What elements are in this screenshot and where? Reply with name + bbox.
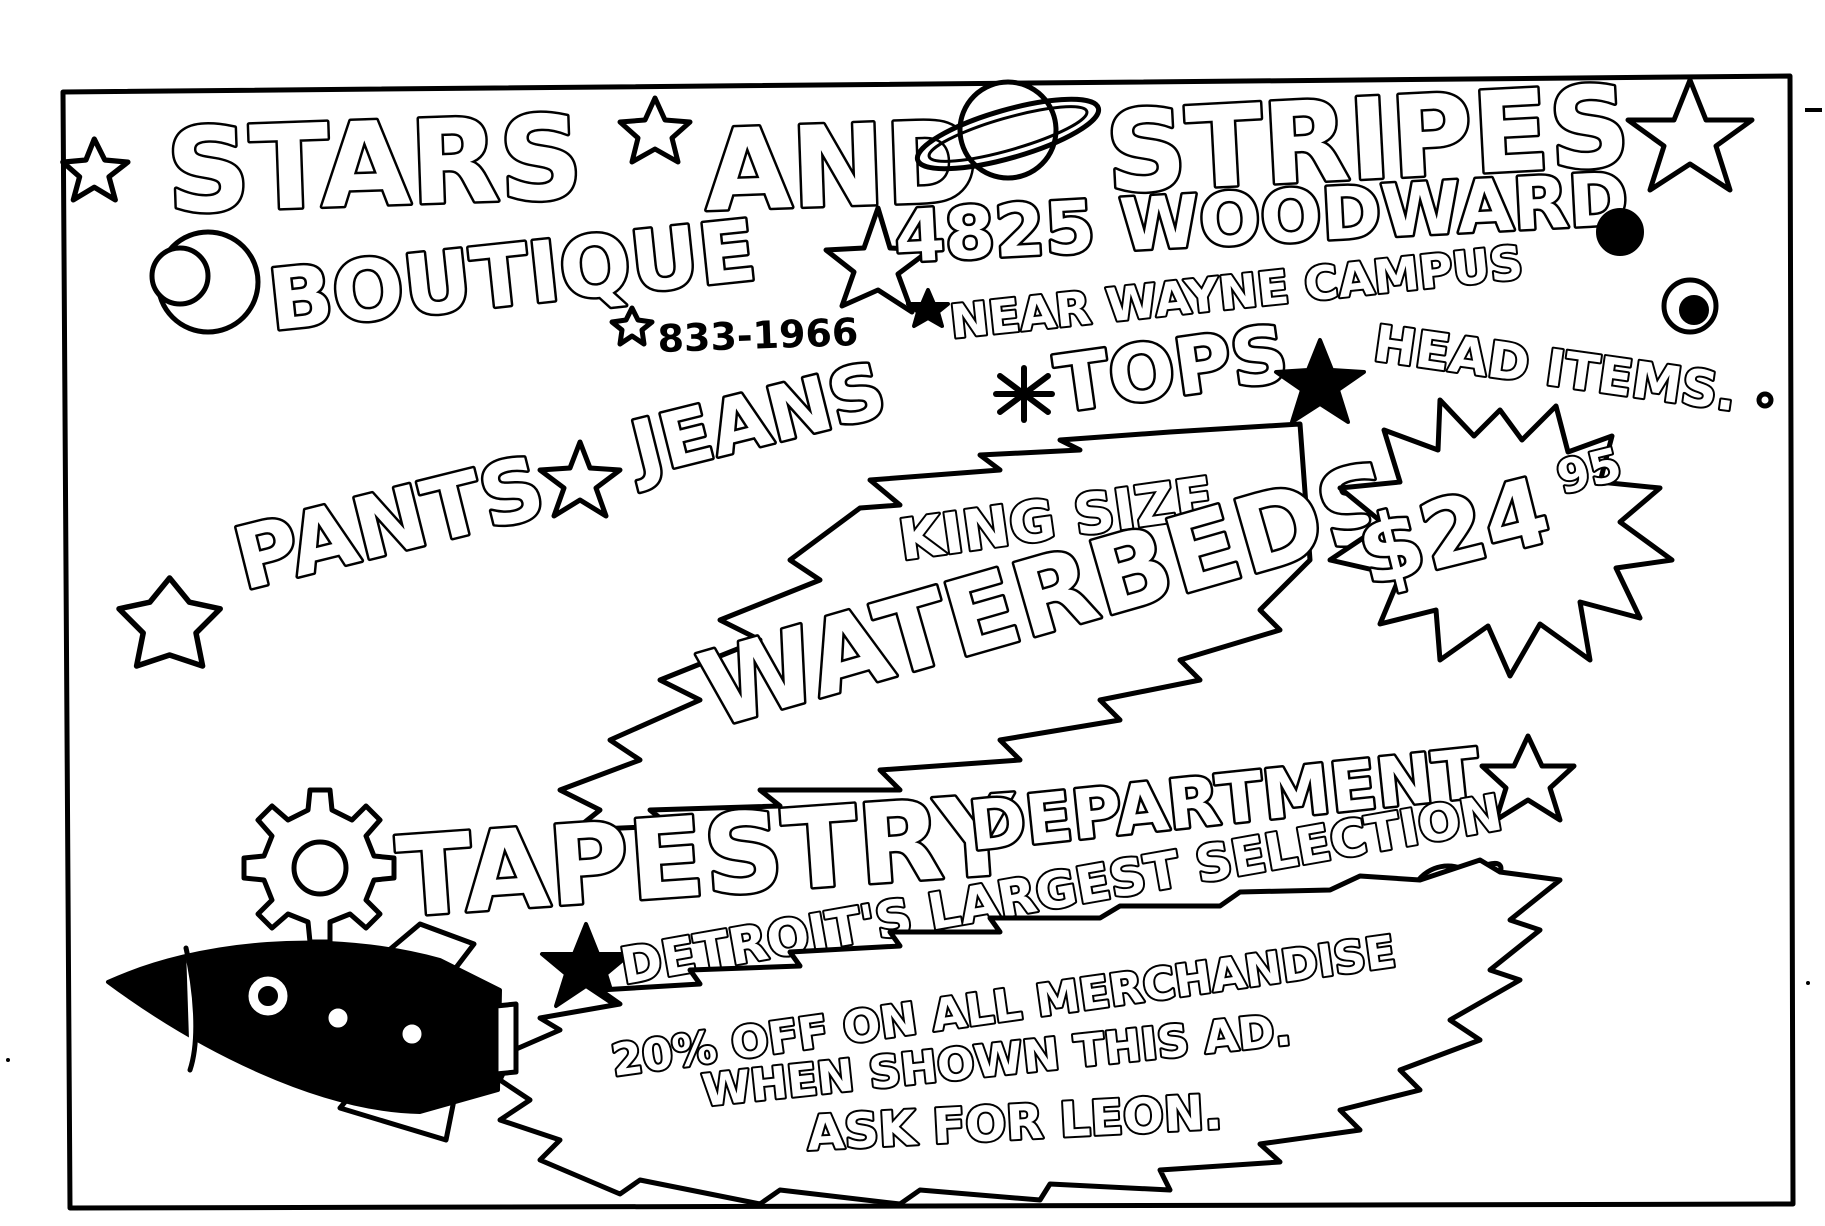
dot-icon bbox=[1596, 208, 1644, 256]
star-icon bbox=[540, 922, 632, 1008]
product-pants: PANTS bbox=[225, 437, 554, 610]
headline-stripes: STRIPES bbox=[1103, 62, 1633, 219]
moon-icon bbox=[149, 229, 261, 335]
ad-border bbox=[60, 73, 1796, 1211]
star-icon bbox=[537, 439, 623, 519]
star-icon bbox=[609, 305, 655, 347]
exhaust-burst-shape bbox=[497, 857, 1563, 1207]
headline-stars: STARS bbox=[164, 91, 585, 240]
ink-speck bbox=[1756, 391, 1774, 409]
product-jeans: JEANS bbox=[618, 345, 894, 495]
ink-speck bbox=[6, 1058, 10, 1062]
eye-icon bbox=[1661, 277, 1719, 335]
star-icon bbox=[617, 95, 693, 165]
star-icon bbox=[1479, 733, 1577, 823]
ink-speck bbox=[1806, 981, 1810, 985]
rocket-icon bbox=[106, 921, 519, 1143]
gear-icon bbox=[241, 787, 397, 945]
star-icon bbox=[823, 205, 933, 315]
asterisk-icon bbox=[993, 365, 1055, 423]
star-icon bbox=[60, 136, 131, 203]
star-icon bbox=[1625, 77, 1755, 193]
planet-icon bbox=[914, 79, 1102, 181]
phone-number: 833-1966 bbox=[657, 310, 859, 361]
star-icon bbox=[1274, 338, 1366, 424]
star-icon bbox=[906, 288, 950, 328]
waterbeds-burst-shape bbox=[557, 421, 1313, 833]
price-starburst bbox=[1327, 397, 1675, 679]
star-icon bbox=[116, 575, 223, 669]
